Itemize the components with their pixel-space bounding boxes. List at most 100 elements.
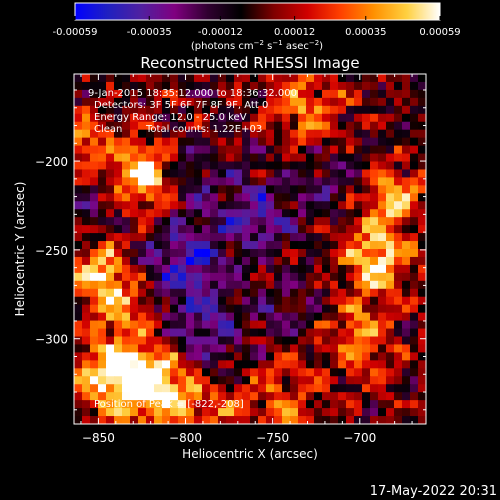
heatmap-cell	[250, 161, 259, 171]
heatmap-cell	[162, 376, 171, 385]
heatmap-cell	[306, 336, 315, 346]
heatmap-cell	[306, 169, 315, 178]
heatmap-cell	[210, 169, 219, 178]
heatmap-cell	[378, 97, 387, 107]
heatmap-cell	[194, 185, 203, 194]
heatmap-cell	[90, 328, 99, 338]
heatmap-cell	[210, 145, 219, 155]
annotation-algorithm: Clean	[94, 124, 122, 135]
heatmap-cell	[74, 201, 83, 210]
heatmap-cell	[402, 169, 411, 178]
heatmap-cell	[418, 201, 426, 210]
heatmap-cell	[154, 256, 163, 266]
heatmap-cell	[258, 256, 267, 266]
heatmap-cell	[330, 81, 339, 91]
heatmap-cell	[106, 161, 115, 171]
heatmap-cell	[418, 113, 426, 123]
heatmap-cell	[82, 233, 91, 242]
heatmap-cell	[194, 336, 203, 346]
heatmap-cell	[282, 360, 291, 369]
x-tick-label: −800	[169, 431, 202, 445]
heatmap-cell	[378, 153, 387, 163]
heatmap-cell	[394, 201, 403, 210]
heatmap-cell	[402, 74, 411, 83]
heatmap-cell	[362, 280, 371, 290]
heatmap-cell	[362, 400, 371, 409]
heatmap-cell	[218, 137, 227, 147]
heatmap-cell	[114, 400, 123, 409]
heatmap-cell	[298, 280, 307, 290]
heatmap-cell	[354, 113, 363, 123]
heatmap-cell	[74, 264, 83, 274]
heatmap-cell	[202, 225, 211, 234]
heatmap-cell	[114, 384, 123, 393]
heatmap-cell	[106, 256, 115, 266]
heatmap-cell	[210, 288, 219, 298]
heatmap-cell	[386, 328, 395, 338]
heatmap-cell	[226, 264, 235, 274]
heatmap-cell	[146, 209, 155, 218]
heatmap-cell	[154, 320, 163, 330]
heatmap-cell	[290, 225, 299, 234]
heatmap-cell	[210, 177, 219, 186]
heatmap-cell	[146, 328, 155, 338]
heatmap-cell	[146, 376, 155, 385]
heatmap-cell	[98, 145, 107, 155]
heatmap-cell	[290, 209, 299, 218]
heatmap-cell	[274, 368, 283, 377]
heatmap-cell	[202, 304, 211, 314]
heatmap-cell	[218, 304, 227, 314]
heatmap-cell	[354, 344, 363, 353]
heatmap-cell	[418, 121, 426, 131]
heatmap-cell	[354, 185, 363, 194]
heatmap-cell	[210, 328, 219, 338]
heatmap-cell	[234, 137, 243, 147]
heatmap-cell	[402, 153, 411, 163]
heatmap-cell	[322, 193, 331, 202]
heatmap-cell	[282, 328, 291, 338]
heatmap-cell	[74, 272, 83, 282]
heatmap-cell	[122, 256, 131, 266]
heatmap-cell	[370, 249, 379, 258]
heatmap-cell	[138, 392, 147, 401]
heatmap-cell	[178, 185, 187, 194]
heatmap-cell	[154, 288, 163, 298]
heatmap-cell	[346, 177, 355, 186]
heatmap-cell	[90, 280, 99, 290]
heatmap-cell	[242, 201, 251, 210]
heatmap-cell	[242, 169, 251, 178]
heatmap-cell	[210, 153, 219, 163]
heatmap-cell	[258, 137, 267, 147]
heatmap-cell	[130, 264, 139, 274]
heatmap-cell	[194, 368, 203, 377]
heatmap-cell	[354, 153, 363, 163]
heatmap-cell	[82, 328, 91, 338]
heatmap-cell	[122, 169, 131, 178]
heatmap-cell	[378, 89, 387, 99]
heatmap-cell	[162, 217, 171, 226]
heatmap-cell	[410, 264, 419, 274]
heatmap-cell	[218, 368, 227, 377]
heatmap-cell	[226, 296, 235, 306]
heatmap-cell	[282, 233, 291, 242]
heatmap-cell	[322, 169, 331, 178]
heatmap-cell	[250, 288, 259, 298]
heatmap-cell	[282, 177, 291, 186]
heatmap-cell	[82, 304, 91, 314]
heatmap-cell	[90, 185, 99, 194]
heatmap-cell	[338, 304, 347, 314]
heatmap-cell	[346, 201, 355, 210]
heatmap-cell	[314, 129, 323, 139]
heatmap-cell	[210, 129, 219, 139]
heatmap-cell	[266, 177, 275, 186]
heatmap-cell	[194, 225, 203, 234]
heatmap-cell	[410, 89, 419, 99]
heatmap-cell	[210, 161, 219, 171]
heatmap-cell	[202, 89, 211, 99]
heatmap-cell	[314, 225, 323, 234]
heatmap-cell	[210, 352, 219, 361]
heatmap-cell	[282, 113, 291, 123]
heatmap-cell	[354, 233, 363, 242]
heatmap-cell	[410, 105, 419, 115]
heatmap-cell	[146, 272, 155, 282]
